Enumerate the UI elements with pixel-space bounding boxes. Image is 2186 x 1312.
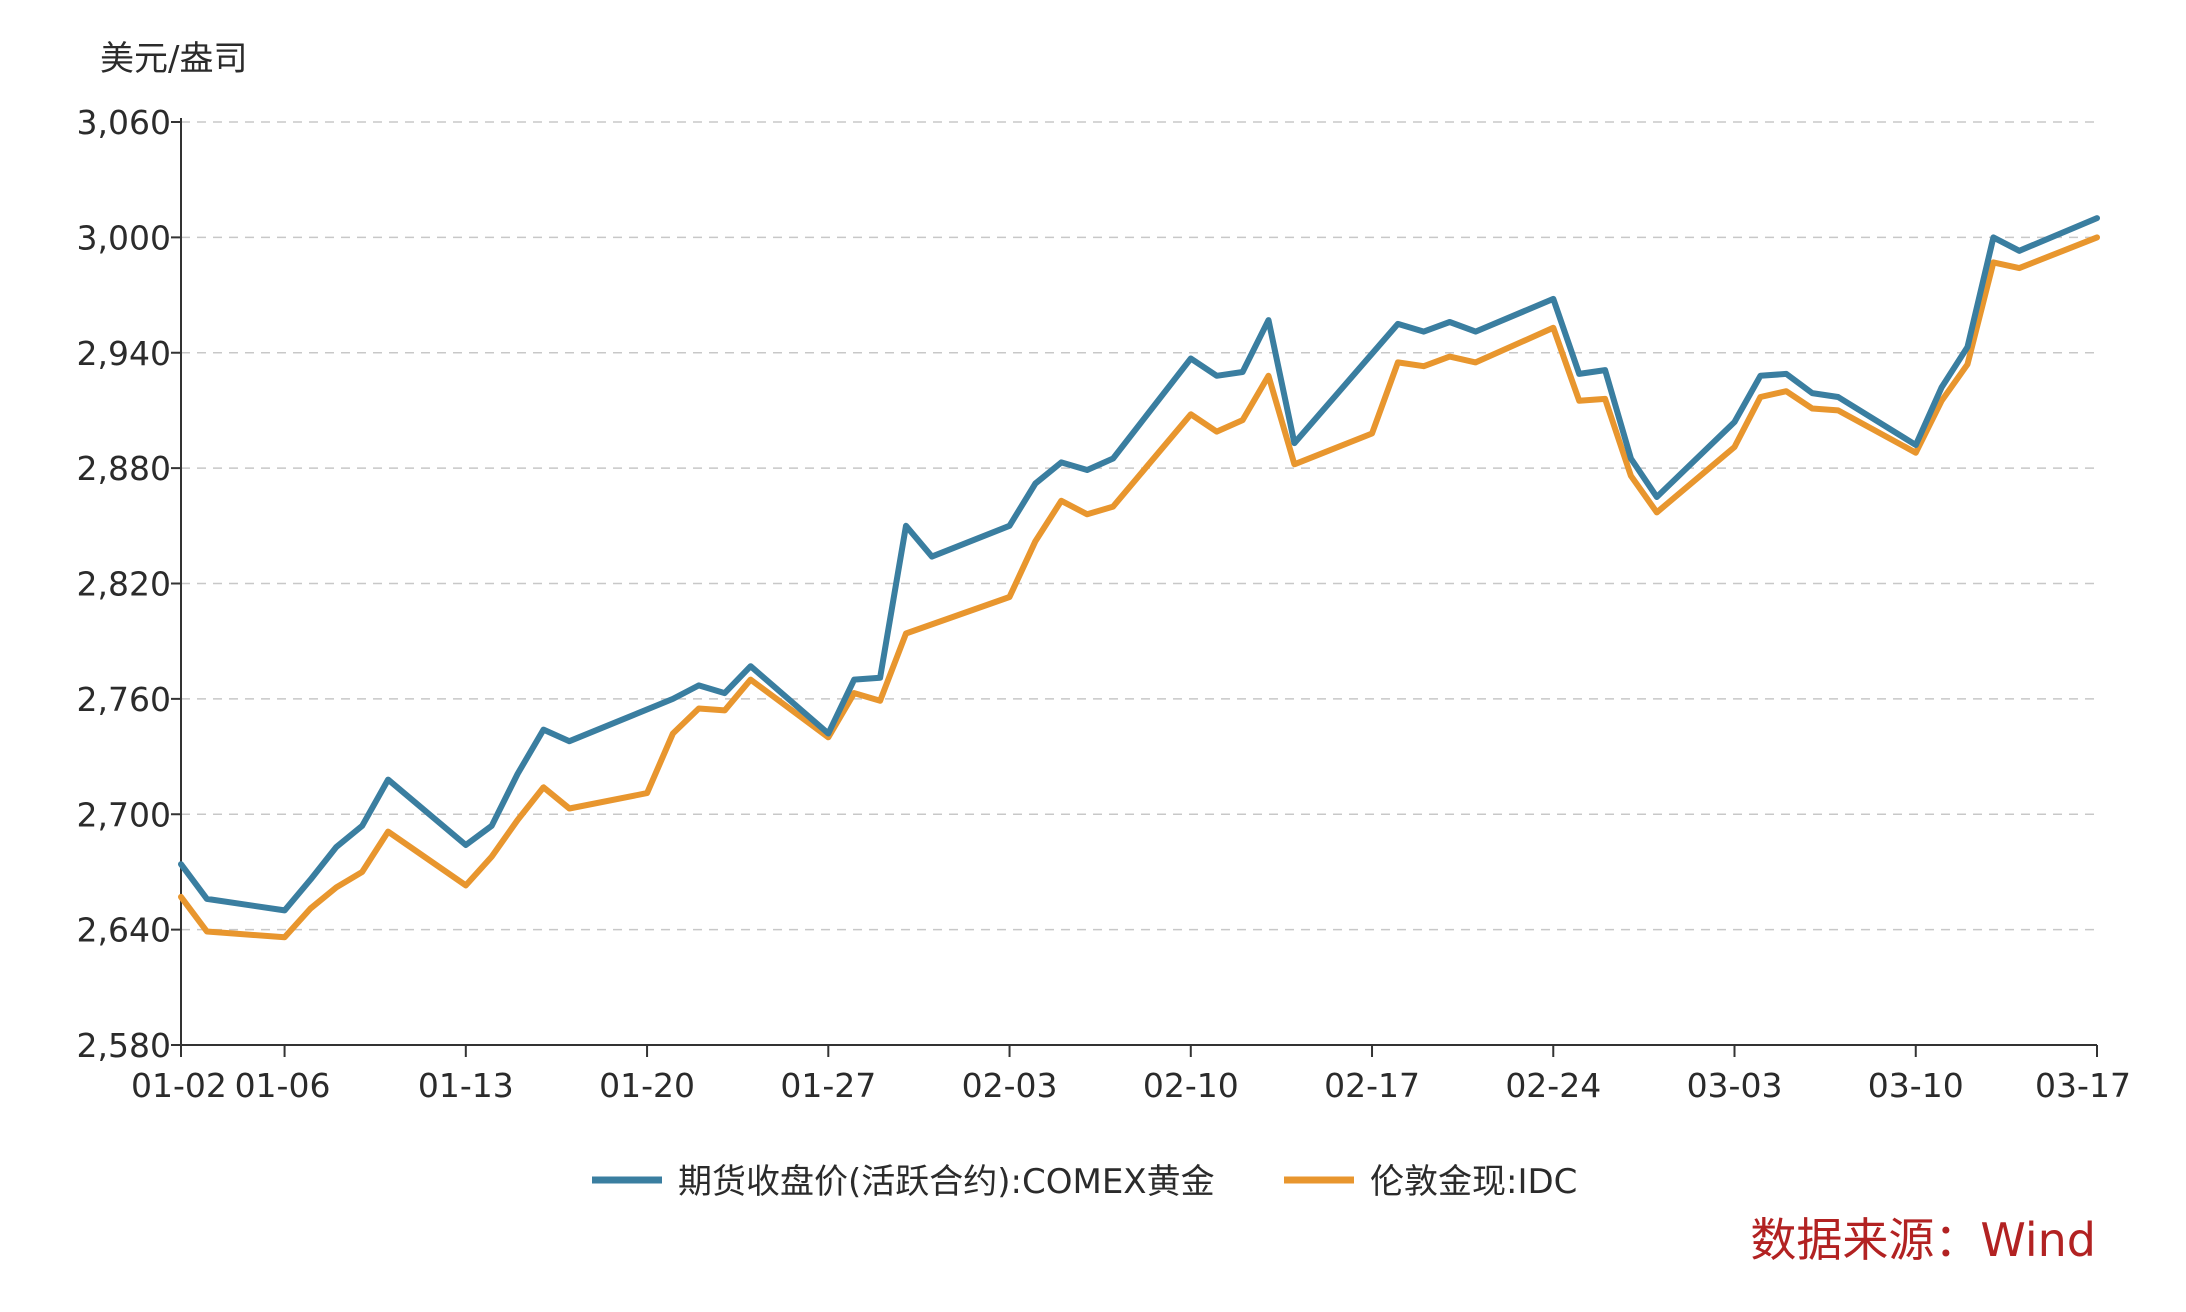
x-tick-label: 03-10: [1868, 1066, 1964, 1105]
x-tick-label: 02-24: [1505, 1066, 1601, 1105]
x-tick-label: 01-20: [599, 1066, 695, 1105]
axis-layer: 2,580 2,640 2,700 2,760 2,820 2,880 2,940 3,000…: [77, 103, 2131, 1105]
y-axis-unit-label: 美元/盎司: [100, 39, 247, 79]
grid-layer: [181, 121, 2097, 931]
x-tick-label: 03-17: [2035, 1066, 2131, 1105]
y-tick-label: 2,640: [77, 911, 171, 950]
y-tick-label: 2,760: [77, 680, 171, 719]
x-tick-label: 02-17: [1324, 1066, 1420, 1105]
source-note: 数据来源：Wind: [1750, 1213, 2096, 1267]
y-tick-label: 2,580: [77, 1026, 171, 1065]
x-tick-label: 01-06: [235, 1066, 331, 1105]
series-line-london: [178, 234, 2100, 941]
series-layer: [178, 215, 2100, 941]
legend-label-london: 伦敦金现:IDC: [1370, 1162, 1577, 1202]
x-tick-label: 01-02: [131, 1066, 227, 1105]
x-tick-label: 03-03: [1687, 1066, 1783, 1105]
x-tick-label: 01-13: [418, 1066, 514, 1105]
x-tick-label: 01-27: [780, 1066, 876, 1105]
series-line-comex: [178, 215, 2100, 914]
y-tick-label: 2,880: [77, 449, 171, 488]
y-tick-label: 3,060: [77, 103, 171, 142]
x-tick-label: 02-03: [962, 1066, 1058, 1105]
legend-label-comex: 期货收盘价(活跃合约):COMEX黄金: [678, 1162, 1215, 1202]
y-tick-label: 2,700: [77, 795, 171, 834]
legend: 期货收盘价(活跃合约):COMEX黄金 伦敦金现:IDC: [592, 1162, 1577, 1202]
y-tick-label: 2,940: [77, 334, 171, 373]
y-tick-label: 3,000: [77, 218, 171, 257]
y-tick-label: 2,820: [77, 565, 171, 604]
x-tick-label: 02-10: [1143, 1066, 1239, 1105]
